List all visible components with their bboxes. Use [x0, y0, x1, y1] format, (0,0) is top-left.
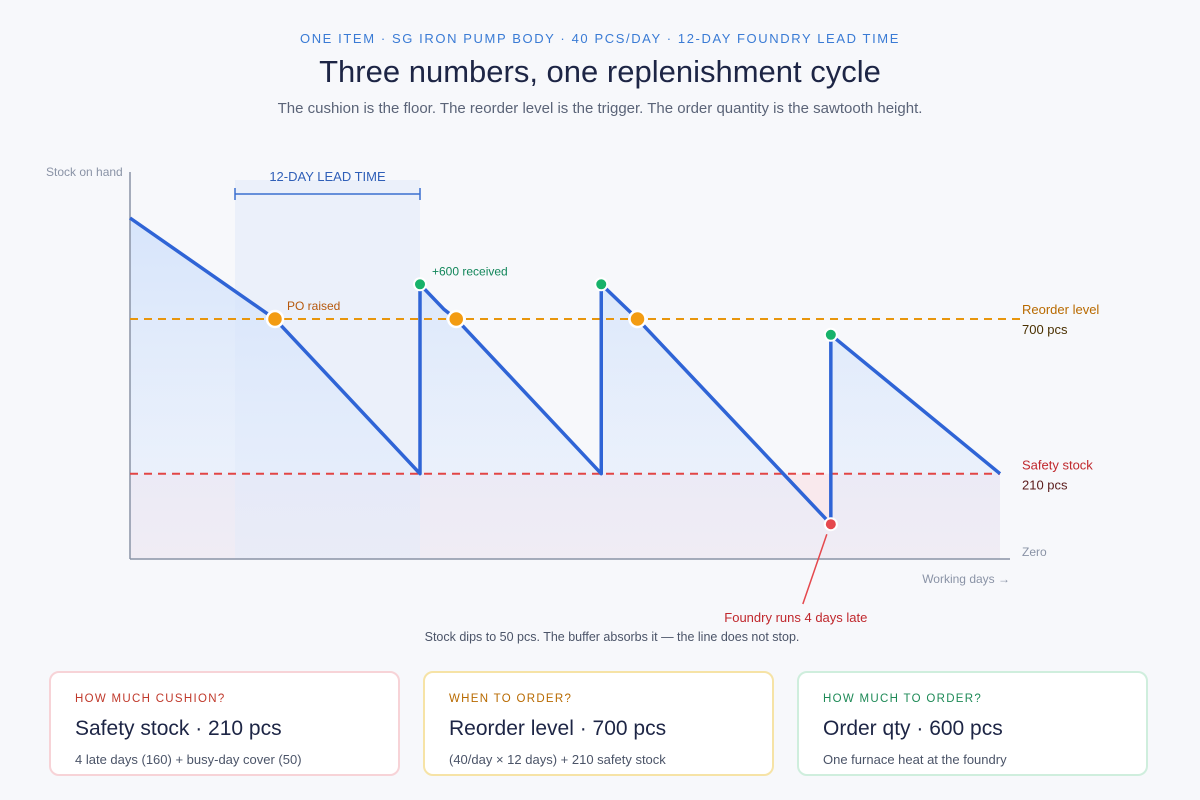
po-raised-label: PO raised — [287, 299, 340, 313]
receipt-marker — [594, 277, 609, 292]
sawtooth-chart: 12-DAY LEAD TIME PO raised +600 received Fo… — [46, 165, 1099, 644]
card-value: Order qty · 600 pcs — [823, 717, 1003, 740]
card-safety-stock: HOW MUCH CUSHION? Safety stock · 210 pcs… — [49, 671, 400, 776]
safety-stock-value: 210 pcs — [1022, 478, 1068, 493]
late-label: Foundry runs 4 days late — [724, 610, 867, 625]
reorder-level-label: Reorder level — [1022, 302, 1099, 317]
lead-time-label: 12-DAY LEAD TIME — [269, 169, 386, 184]
receipt-marker — [413, 277, 427, 292]
safety-stock-label: Safety stock — [1022, 458, 1093, 473]
x-axis-title: Working days → — [922, 572, 1010, 586]
card-detail: (40/day × 12 days) + 210 safety stock — [449, 752, 666, 767]
card-reorder-level: WHEN TO ORDER? Reorder level · 700 pcs (… — [423, 671, 774, 776]
po-marker — [447, 309, 466, 329]
po-marker — [628, 309, 647, 329]
received-label: +600 received — [432, 264, 508, 278]
late-leader-line — [802, 533, 828, 605]
eyebrow: ONE ITEM · SG IRON PUMP BODY · 40 PCS/DA… — [299, 31, 901, 46]
card-kicker: WHEN TO ORDER? — [449, 693, 573, 705]
y-axis-title: Stock on hand — [46, 165, 123, 179]
card-detail: 4 late days (160) + busy-day cover (50) — [75, 752, 302, 767]
stockout-risk-marker — [823, 517, 838, 532]
card-value: Reorder level · 700 pcs — [449, 717, 667, 740]
receipt-marker — [823, 327, 838, 342]
stock-line — [128, 216, 1002, 526]
card-detail: One furnace heat at the foundry — [823, 752, 1007, 767]
page-subtitle: The cushion is the floor. The reorder le… — [277, 100, 923, 117]
po-marker — [265, 309, 285, 329]
late-note: Stock dips to 50 pcs. The buffer absorbs… — [425, 630, 800, 644]
card-order-qty: HOW MUCH TO ORDER? Order qty · 600 pcs O… — [797, 671, 1148, 776]
card-value: Safety stock · 210 pcs — [75, 717, 282, 740]
page-title: Three numbers, one replenishment cycle — [319, 54, 881, 89]
card-kicker: HOW MUCH CUSHION? — [75, 693, 226, 705]
card-kicker: HOW MUCH TO ORDER? — [823, 693, 983, 705]
reorder-level-value: 700 pcs — [1022, 322, 1068, 337]
zero-label: Zero — [1022, 545, 1047, 559]
